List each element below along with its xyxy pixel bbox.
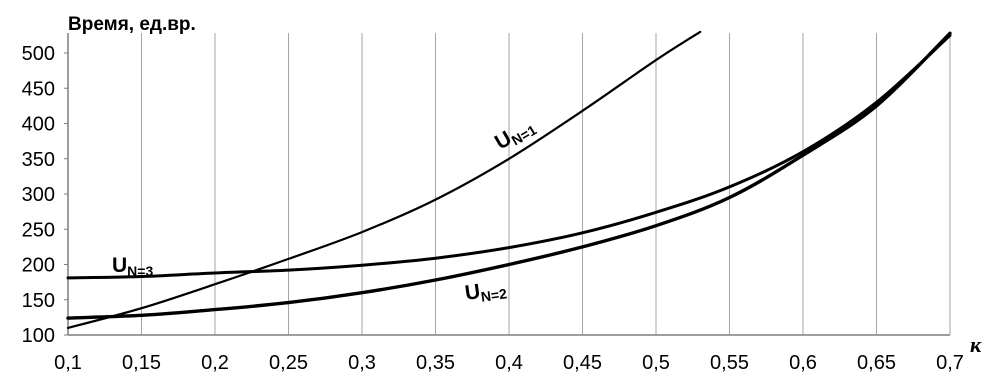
y-tick-label-4: 300 bbox=[22, 184, 55, 206]
x-tick-label-0: 0,1 bbox=[54, 352, 82, 374]
x-tick-label-8: 0,5 bbox=[642, 352, 670, 374]
curve-labels: UN=1UN=2UN=3 bbox=[112, 114, 539, 307]
y-tick-labels: 100 150 200 250 300 350 400 450 500 bbox=[22, 43, 68, 347]
series-line-n2 bbox=[66, 31, 952, 320]
curve-label-n1: UN=1 bbox=[491, 114, 539, 156]
x-tick-label-4: 0,3 bbox=[348, 352, 376, 374]
curve-label-subscript: N=1 bbox=[509, 121, 540, 148]
curve-label-n2: UN=2 bbox=[463, 276, 508, 307]
curve-label-text-n1: UN=1 bbox=[491, 114, 539, 156]
curve-label-text-n3: UN=3 bbox=[112, 254, 153, 279]
x-tick-labels: 0,1 0,15 0,2 0,25 0,3 0,35 0,4 0,45 0,5 0,55 0,6 0,… bbox=[54, 352, 964, 374]
x-tick-label-9: 0,55 bbox=[710, 352, 749, 374]
y-axis-title: Время, ед.вр. bbox=[68, 14, 196, 35]
y-tick-label-7: 450 bbox=[22, 78, 55, 100]
y-tick-label-0: 100 bbox=[22, 325, 55, 347]
curve-label-main: U bbox=[463, 280, 481, 305]
series-line-n1 bbox=[66, 30, 702, 329]
curve-label-subscript: N=2 bbox=[480, 285, 508, 305]
curve-label-text-n2: UN=2 bbox=[463, 276, 508, 307]
y-tick-label-1: 150 bbox=[22, 290, 55, 312]
x-tick-label-1: 0,15 bbox=[122, 352, 161, 374]
y-tick-label-5: 350 bbox=[22, 149, 55, 171]
x-tick-label-2: 0,2 bbox=[201, 352, 229, 374]
y-tick-label-2: 200 bbox=[22, 255, 55, 277]
x-tick-label-5: 0,35 bbox=[416, 352, 455, 374]
x-tick-label-6: 0,4 bbox=[495, 352, 523, 374]
curve-label-main: U bbox=[112, 254, 127, 277]
series-lines bbox=[66, 30, 952, 329]
x-tick-label-12: 0,7 bbox=[936, 352, 964, 374]
x-axis-title: к bbox=[970, 332, 982, 357]
series-line-n3 bbox=[66, 33, 952, 280]
y-tick-label-3: 250 bbox=[22, 219, 55, 241]
y-tick-label-8: 500 bbox=[22, 43, 55, 65]
x-tick-label-10: 0,6 bbox=[789, 352, 817, 374]
vertical-gridlines bbox=[67, 33, 951, 335]
x-tick-label-11: 0,65 bbox=[857, 352, 896, 374]
curve-label-subscript: N=3 bbox=[127, 263, 153, 279]
x-tick-label-3: 0,25 bbox=[269, 352, 308, 374]
axes bbox=[67, 33, 950, 336]
x-tick-label-7: 0,45 bbox=[563, 352, 602, 374]
y-tick-label-6: 400 bbox=[22, 114, 55, 136]
curve-label-n3: UN=3 bbox=[112, 254, 153, 279]
